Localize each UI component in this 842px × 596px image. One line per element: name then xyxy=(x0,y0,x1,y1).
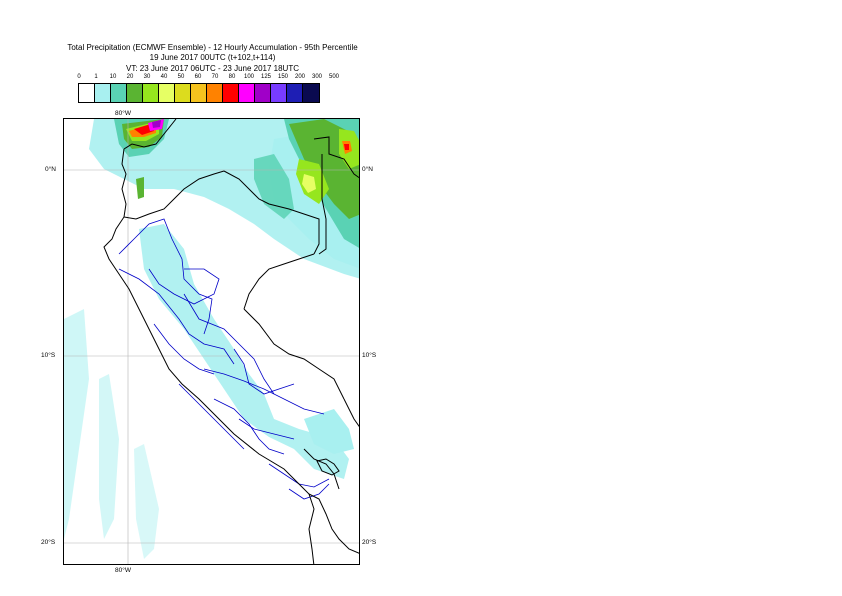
legend-swatch-9 xyxy=(223,84,239,102)
lon-label-bottom: 80°W xyxy=(115,567,131,574)
legend-tick-label: 20 xyxy=(126,74,134,80)
legend-tick-label: 80 xyxy=(228,74,236,80)
precip-green-spot xyxy=(136,177,144,199)
legend-tick-label: 60 xyxy=(194,74,202,80)
legend-swatch-11 xyxy=(255,84,271,102)
chart-title-line-2: 19 June 2017 00UTC (t+102,t+114) xyxy=(149,53,276,62)
legend-tick-label: 125 xyxy=(260,74,272,80)
color-legend: 0 1 10 20 30 40 50 60 70 80 100 125 150 200 300 500 xyxy=(77,74,348,103)
legend-swatch-3 xyxy=(127,84,143,102)
lat-label-0-right: 0°N xyxy=(362,166,373,173)
legend-swatch-6 xyxy=(175,84,191,102)
legend-tick-label: 150 xyxy=(277,74,289,80)
map-canvas xyxy=(64,119,359,564)
legend-tick-label: 40 xyxy=(160,74,168,80)
internal-boundaries xyxy=(118,218,330,500)
lat-label-20s-left: 20°S xyxy=(41,539,56,546)
legend-tick-label: 100 xyxy=(243,74,255,80)
precipitation-map: 80°W xyxy=(63,118,360,565)
legend-tick-label: 1 xyxy=(94,74,98,80)
lat-label-10s-left: 10°S xyxy=(41,352,56,359)
legend-swatch-0 xyxy=(79,84,95,102)
precip-yellow-northeast xyxy=(302,174,316,193)
legend-tick-label: 50 xyxy=(177,74,185,80)
lon-label-top-outer: 80°W xyxy=(115,110,131,117)
precip-light-west-streaks xyxy=(64,309,89,539)
legend-tick-label: 500 xyxy=(328,74,340,80)
lat-label-10s-right: 10°S xyxy=(362,352,377,359)
chart-title-line-1: Total Precipitation (ECMWF Ensemble) - 1… xyxy=(67,43,358,52)
precip-red-northeast xyxy=(344,144,349,150)
legend-swatch-13 xyxy=(287,84,303,102)
precip-light-south xyxy=(304,409,354,454)
legend-swatch-14 xyxy=(303,84,319,102)
precip-light-west-streaks-2 xyxy=(99,374,119,539)
legend-swatch-10 xyxy=(239,84,255,102)
precip-light-west-streaks-3 xyxy=(134,444,159,559)
precip-light-andes xyxy=(139,224,349,479)
legend-tick-label: 10 xyxy=(109,74,117,80)
legend-tick-label: 30 xyxy=(143,74,151,80)
precip-shading xyxy=(64,119,359,559)
legend-swatch-2 xyxy=(111,84,127,102)
legend-tick-label: 0 xyxy=(77,74,81,80)
legend-swatch-12 xyxy=(271,84,287,102)
legend-color-bar xyxy=(78,83,320,103)
lat-label-20s-right: 20°S xyxy=(362,539,377,546)
legend-swatch-5 xyxy=(159,84,175,102)
legend-swatch-1 xyxy=(95,84,111,102)
legend-swatch-8 xyxy=(207,84,223,102)
lat-label-0-left: 0°N xyxy=(45,166,56,173)
legend-tick-label: 200 xyxy=(294,74,306,80)
chart-title-line-3: VT: 23 June 2017 06UTC - 23 June 2017 18… xyxy=(126,64,299,73)
legend-swatch-4 xyxy=(143,84,159,102)
precip-purple-northwest xyxy=(152,120,161,128)
lake-titicaca xyxy=(316,458,340,476)
legend-swatch-7 xyxy=(191,84,207,102)
legend-tick-label: 300 xyxy=(311,74,323,80)
legend-tick-label: 70 xyxy=(211,74,219,80)
coastline-borders xyxy=(103,119,359,564)
legend-ticks: 0 1 10 20 30 40 50 60 70 80 100 125 150 200 300 500 xyxy=(77,74,348,82)
